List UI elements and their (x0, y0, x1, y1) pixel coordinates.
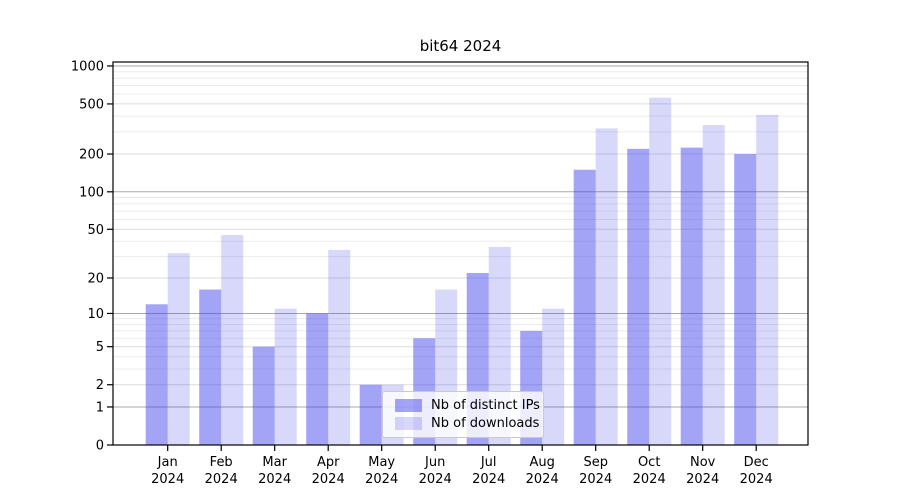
bar-ips-jan (145, 304, 168, 445)
bar-downloads-nov (702, 125, 725, 445)
x-tick-label-month-aug: Aug (530, 455, 555, 470)
bar-ips-oct (627, 148, 650, 445)
bar-downloads-feb (221, 234, 244, 445)
x-tick-label-month-jul: Jul (480, 455, 497, 470)
legend-label-ips: Nb of distinct IPs (431, 398, 540, 413)
legend-label-downloads: Nb of downloads (431, 416, 540, 431)
bar-ips-dec (734, 154, 757, 446)
bar-ips-may (359, 384, 382, 445)
bar-downloads-jan (167, 253, 190, 445)
y-tick-label-10: 10 (87, 307, 104, 322)
x-tick-label-month-nov: Nov (690, 455, 716, 470)
x-tick-label-year-sep: 2024 (579, 472, 612, 487)
x-tick-label-month-dec: Dec (744, 455, 769, 470)
x-tick-label-year-jun: 2024 (419, 472, 452, 487)
y-tick-label-500: 500 (79, 97, 104, 112)
x-tick-label-month-oct: Oct (638, 455, 660, 470)
bar-ips-mar (252, 346, 275, 445)
x-tick-label-year-dec: 2024 (740, 472, 773, 487)
x-tick-label-year-mar: 2024 (258, 472, 291, 487)
x-tick-label-year-nov: 2024 (686, 472, 719, 487)
x-tick-label-year-oct: 2024 (633, 472, 666, 487)
x-tick-label-year-apr: 2024 (312, 472, 345, 487)
bar-ips-apr (306, 313, 329, 445)
y-tick-label-5: 5 (96, 340, 104, 355)
y-tick-label-20: 20 (87, 271, 104, 286)
x-tick-label-month-may: May (368, 455, 395, 470)
y-tick-label-200: 200 (79, 148, 104, 163)
y-tick-label-50: 50 (87, 223, 104, 238)
x-tick-label-month-apr: Apr (317, 455, 340, 470)
x-tick-label-month-jun: Jun (424, 455, 445, 470)
bar-downloads-mar (274, 308, 297, 445)
x-tick-label-month-jan: Jan (157, 455, 178, 470)
plot-frame (112, 61, 809, 446)
x-tick-label-month-mar: Mar (262, 455, 287, 470)
bar-downloads-apr (328, 249, 351, 445)
x-tick-label-year-jul: 2024 (472, 472, 505, 487)
legend-row-distinct-ips: Nb of distinct IPs (395, 398, 540, 413)
chart-title: bit64 2024 (419, 37, 502, 55)
y-tick-label-100: 100 (79, 185, 104, 200)
bar-downloads-dec (756, 114, 779, 445)
legend: Nb of distinct IPs Nb of downloads (382, 391, 544, 438)
x-tick-label-year-aug: 2024 (526, 472, 559, 487)
bar-ips-sep (573, 169, 596, 445)
legend-swatch-downloads (395, 417, 422, 430)
bar-ips-feb (199, 289, 222, 445)
bar-downloads-aug (542, 308, 565, 445)
x-tick-label-year-may: 2024 (365, 472, 398, 487)
y-tick-label-0: 0 (96, 439, 104, 454)
bar-downloads-oct (649, 97, 672, 446)
x-tick-label-month-sep: Sep (583, 455, 608, 470)
y-tick-label-1: 1 (96, 400, 104, 415)
x-tick-label-year-jan: 2024 (151, 472, 184, 487)
bar-downloads-sep (595, 128, 618, 445)
legend-swatch-ips (395, 399, 422, 412)
x-tick-label-year-feb: 2024 (205, 472, 238, 487)
legend-row-downloads: Nb of downloads (395, 416, 539, 431)
y-tick-label-2: 2 (96, 378, 104, 393)
bar-ips-nov (680, 147, 703, 445)
x-tick-label-month-feb: Feb (210, 455, 233, 470)
y-tick-label-1000: 1000 (71, 59, 104, 74)
